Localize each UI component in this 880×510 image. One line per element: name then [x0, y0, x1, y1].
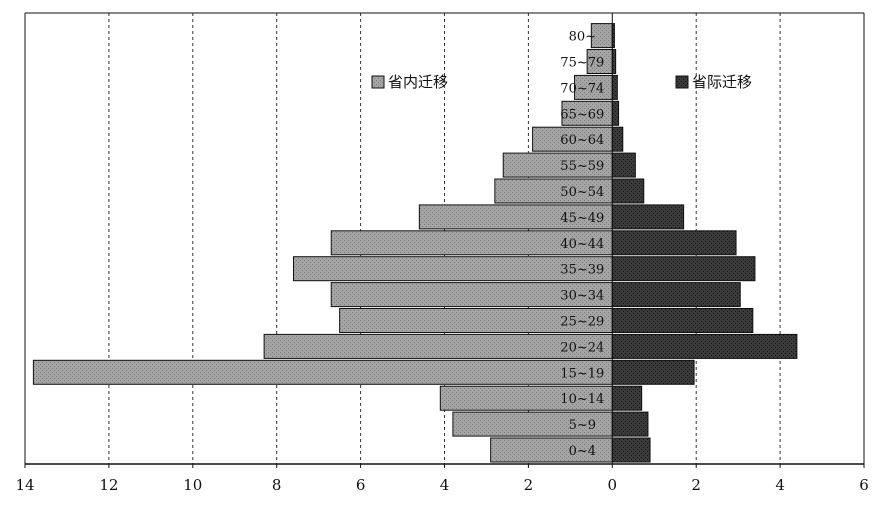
bar-inter-province-35~39 — [611, 256, 756, 282]
bar-inter-province-40~44 — [611, 230, 737, 256]
category-label: 80~ — [569, 30, 596, 45]
legend-swatch-intra-province — [371, 75, 385, 89]
x-tick-label: 4 — [440, 476, 450, 494]
bar-inter-province-60~64 — [611, 126, 624, 152]
bar-intra-province-30~34 — [330, 282, 613, 308]
category-label: 55~59 — [560, 159, 604, 174]
bar-intra-province-75~79 — [586, 49, 613, 74]
category-label: 30~34 — [560, 289, 604, 304]
category-label: 50~54 — [560, 185, 604, 200]
x-tick-label: 8 — [272, 476, 282, 494]
bar-intra-province-45~49 — [418, 204, 613, 230]
category-labels: 0~4 5~9 10~14 15~19 20~24 25~29 30~34 35~39 40~4… — [560, 30, 604, 459]
bar-inter-province-15~19 — [611, 359, 695, 385]
bar-inter-province-30~34 — [611, 282, 741, 308]
category-label: 65~69 — [560, 107, 604, 122]
x-tick-label: 6 — [859, 476, 869, 494]
category-label: 45~49 — [560, 211, 604, 226]
category-label: 0~4 — [569, 444, 596, 459]
category-label: 20~24 — [560, 340, 604, 355]
category-label: 25~29 — [560, 315, 604, 330]
bar-intra-province-10~14 — [439, 385, 613, 411]
x-tick-label: 0 — [608, 476, 618, 494]
legend-label-inter-province: 省际迁移 — [692, 73, 752, 91]
x-tick-label: 6 — [356, 476, 366, 494]
x-tick-label: 12 — [99, 476, 118, 494]
category-label: 15~19 — [560, 366, 604, 381]
bar-inter-province-0~4 — [611, 437, 651, 463]
bar-intra-province-70~74 — [574, 74, 613, 100]
legend: 省内迁移 省际迁移 — [371, 73, 752, 91]
bar-intra-province-5~9 — [452, 411, 613, 437]
bar-inter-province-75~79 — [611, 49, 617, 74]
x-tick-label: 10 — [183, 476, 202, 494]
bar-intra-province-20~24 — [263, 333, 613, 359]
bar-inter-province-5~9 — [611, 411, 649, 437]
bar-intra-province-50~54 — [494, 178, 613, 204]
bar-inter-province-55~59 — [611, 152, 636, 178]
category-label: 40~44 — [560, 237, 604, 252]
category-label: 70~74 — [560, 81, 604, 96]
bar-inter-province-25~29 — [611, 308, 754, 333]
x-tick-label: 4 — [775, 476, 785, 494]
bar-intra-province-55~59 — [502, 152, 613, 178]
bar-intra-province-60~64 — [532, 126, 613, 152]
category-label: 60~64 — [560, 133, 604, 148]
bar-inter-province-50~54 — [611, 178, 645, 204]
x-tick-label: 2 — [691, 476, 701, 494]
bar-intra-province-0~4 — [490, 437, 613, 463]
x-tick-label: 14 — [15, 476, 34, 494]
legend-swatch-inter-province — [675, 75, 689, 89]
bar-inter-province-20~24 — [611, 333, 798, 359]
bar-inter-province-10~14 — [611, 385, 643, 411]
category-label: 35~39 — [560, 263, 604, 278]
category-label: 5~9 — [569, 418, 596, 433]
bar-intra-province-40~44 — [330, 230, 613, 256]
legend-label-intra-province: 省内迁移 — [388, 73, 448, 91]
bar-inter-province-65~69 — [611, 100, 620, 126]
x-axis-tick-labels: 14 12 10 8 6 4 2 0 2 4 6 — [15, 464, 869, 494]
bar-inter-province-45~49 — [611, 204, 685, 230]
category-label: 75~79 — [560, 56, 604, 71]
x-tick-label: 2 — [524, 476, 534, 494]
bar-intra-province-15~19 — [32, 359, 613, 385]
bars — [32, 23, 798, 463]
category-label: 10~14 — [560, 392, 604, 407]
bar-inter-province-70~74 — [611, 74, 618, 100]
